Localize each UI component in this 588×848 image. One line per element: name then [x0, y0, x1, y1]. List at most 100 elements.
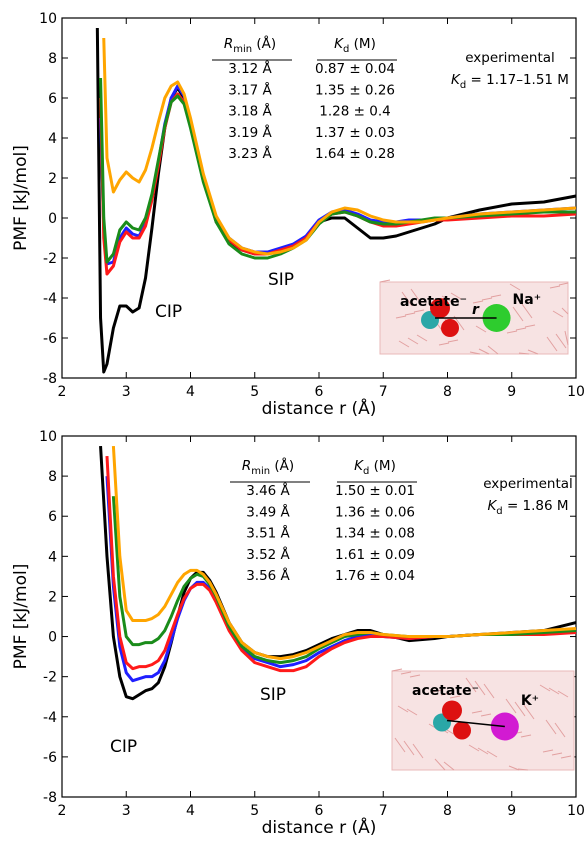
x-tick-label: 10 — [567, 384, 585, 400]
inset-texture — [443, 761, 455, 771]
inset-texture — [549, 285, 561, 289]
inset-texture — [477, 747, 489, 755]
inset-texture — [474, 680, 486, 696]
inset-texture — [508, 765, 520, 771]
inset-texture — [520, 734, 532, 738]
inset-atom — [441, 319, 459, 337]
y-tick-label: 10 — [39, 429, 57, 445]
inset-texture — [398, 340, 410, 348]
inset-texture — [440, 692, 452, 696]
y-axis-label: PMF [kJ/mol] — [11, 564, 31, 670]
annotation: CIP — [155, 302, 182, 322]
x-tick-label: 3 — [122, 803, 131, 819]
legend-kd: 1.34 ± 0.08 — [335, 526, 415, 542]
table-header: Kd (M) — [354, 458, 396, 477]
inset-texture — [524, 324, 536, 328]
inset-texture — [401, 291, 413, 307]
inset-texture — [564, 330, 569, 346]
table-header-part: R — [224, 36, 233, 52]
x-tick-label: 2 — [58, 384, 67, 400]
inset-texture — [379, 279, 391, 283]
legend-kd: 1.28 ± 0.4 — [319, 104, 390, 120]
inset-texture — [483, 683, 495, 699]
legend-kd: 1.61 ± 0.09 — [335, 547, 415, 563]
table-header-part: K — [354, 458, 364, 474]
inset-texture — [407, 337, 419, 345]
y-tick-label: 6 — [48, 509, 57, 525]
inset-texture — [416, 334, 428, 342]
experimental-value: Kd = 1.86 M — [487, 498, 568, 517]
inset-atom — [453, 721, 471, 740]
legend-name: 3.52 Å — [246, 546, 290, 563]
inset-texture — [509, 283, 521, 291]
inset-texture — [551, 752, 563, 756]
legend-name: 3.49 Å — [246, 503, 290, 520]
table-header-part: min — [233, 44, 252, 55]
x-tick-label: 7 — [379, 384, 388, 400]
table-header-part: (Å) — [270, 457, 294, 474]
y-tick-label: 2 — [48, 171, 57, 187]
legend-name: 3.19 Å — [228, 124, 272, 141]
x-tick-label: 6 — [315, 803, 324, 819]
inset-texture — [395, 315, 407, 319]
y-tick-label: 8 — [48, 469, 57, 485]
x-tick-label: 5 — [250, 384, 259, 400]
table-header-part: (M) — [349, 36, 375, 52]
inset-texture — [431, 689, 443, 693]
y-tick-label: -2 — [43, 670, 57, 686]
x-tick-label: 2 — [58, 803, 67, 819]
legend-name: 3.17 Å — [228, 81, 272, 98]
y-tick-label: 0 — [48, 630, 57, 646]
inset-texture — [518, 352, 530, 355]
inset-texture — [449, 695, 461, 699]
inset-texture — [438, 342, 450, 346]
inset-texture — [410, 288, 422, 304]
inset-texture — [404, 312, 416, 316]
legend-name: 3.12 Å — [228, 60, 272, 77]
table-header-part: R — [242, 458, 251, 474]
table-header: Rmin (Å) — [224, 35, 276, 55]
x-tick-label: 9 — [507, 803, 516, 819]
inset-texture — [539, 684, 551, 692]
x-tick-label: 4 — [186, 803, 195, 819]
x-tick-label: 10 — [567, 803, 585, 819]
inset-texture — [441, 295, 453, 303]
inset-label: K⁺ — [521, 693, 539, 709]
y-tick-label: 4 — [48, 549, 57, 565]
inset-texture — [490, 294, 502, 298]
x-axis-label: distance r (Å) — [262, 816, 377, 838]
table-header-part: (M) — [369, 458, 395, 474]
inset-atom — [442, 700, 462, 721]
y-axis-label: PMF [kJ/mol] — [11, 145, 31, 251]
legend-name: 3.23 Å — [228, 145, 272, 162]
inset-label: Na⁺ — [513, 292, 542, 308]
inset-texture — [558, 282, 569, 286]
series-line — [111, 445, 577, 661]
inset-texture — [434, 758, 446, 771]
legend-kd: 1.50 ± 0.01 — [335, 483, 415, 499]
y-tick-label: 8 — [48, 51, 57, 67]
inset-texture — [515, 327, 527, 331]
legend-kd: 1.64 ± 0.28 — [315, 146, 395, 162]
legend-kd: 1.37 ± 0.03 — [315, 125, 395, 141]
legend-name: 3.56 Å — [246, 567, 290, 584]
inset-atom — [430, 298, 450, 318]
series-line — [102, 37, 577, 256]
inset-texture — [552, 310, 564, 318]
legend-name: 3.46 Å — [246, 482, 290, 499]
inset-label: acetate⁻ — [412, 683, 479, 699]
inset-texture — [447, 339, 459, 343]
inset-texture — [542, 749, 554, 753]
x-tick-label: 8 — [443, 803, 452, 819]
x-tick-label: 5 — [250, 803, 259, 819]
series-line — [105, 455, 577, 673]
table-header: Rmin (Å) — [242, 457, 294, 477]
inset-texture — [468, 744, 480, 752]
annotation: SIP — [268, 270, 294, 290]
inset-texture — [486, 750, 498, 758]
experimental-value: Kd = 1.17–1.51 M — [451, 72, 569, 91]
y-tick-label: 0 — [48, 211, 57, 227]
inset-texture — [412, 743, 424, 759]
legend-kd: 1.35 ± 0.26 — [315, 82, 395, 98]
